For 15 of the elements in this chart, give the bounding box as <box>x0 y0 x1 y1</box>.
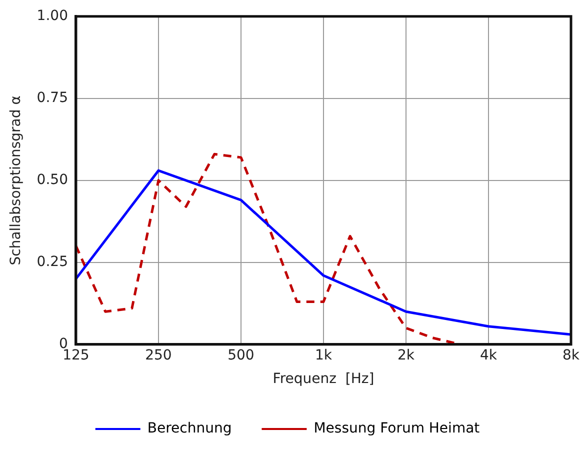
x-tick-label: 2k <box>397 347 416 364</box>
y-axis-title: Schallabsorptionsgrad α <box>8 96 24 266</box>
y-tick-label: 0.75 <box>36 90 68 106</box>
y-tick-label: 0.25 <box>36 254 68 270</box>
x-axis-title: Frequenz [Hz] <box>272 371 374 388</box>
x-tick-label: 8k <box>562 347 580 364</box>
x-tick-label: 500 <box>228 347 254 364</box>
x-tick-label: 250 <box>145 347 172 364</box>
legend-label: Messung Forum Heimat <box>314 420 480 437</box>
y-tick-label: 1.00 <box>36 8 68 24</box>
legend-label: Berechnung <box>147 420 232 437</box>
x-tick-label: 4k <box>480 347 498 364</box>
y-tick-label: 0.50 <box>36 172 68 188</box>
x-tick-label: 1k <box>314 347 333 364</box>
x-tick-label: 125 <box>62 347 90 364</box>
